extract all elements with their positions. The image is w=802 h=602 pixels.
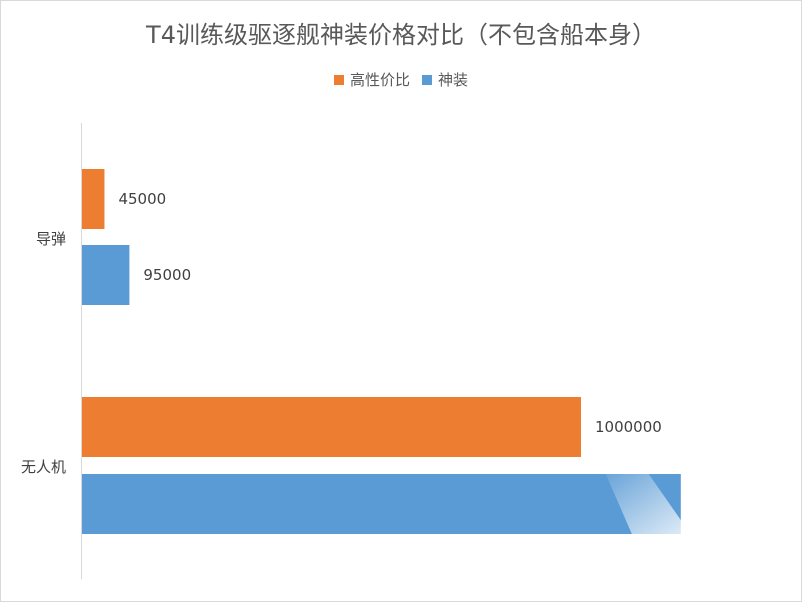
category-label: 导弹 <box>36 230 66 248</box>
bar <box>82 397 581 457</box>
bar <box>82 245 130 305</box>
bar <box>82 169 105 229</box>
data-label: 45000 <box>118 190 166 208</box>
legend-swatch-high-value <box>333 74 344 85</box>
data-label: 1000000 <box>595 418 662 436</box>
category-label: 无人机 <box>21 458 66 476</box>
legend: 高性价比 神装 <box>1 69 801 90</box>
torn-edge-overlay <box>601 463 801 601</box>
legend-label-god-gear: 神装 <box>438 71 469 89</box>
chart-title: T4训练级驱逐舰神装价格对比（不包含船本身） <box>146 21 656 49</box>
legend-label-high-value: 高性价比 <box>349 71 410 89</box>
legend-entry-high-value: 高性价比 <box>333 69 410 90</box>
legend-swatch-god-gear <box>422 74 432 85</box>
legend-entry-god-gear: 神装 <box>422 69 468 90</box>
bar <box>82 474 681 534</box>
data-label: 95000 <box>143 266 191 284</box>
